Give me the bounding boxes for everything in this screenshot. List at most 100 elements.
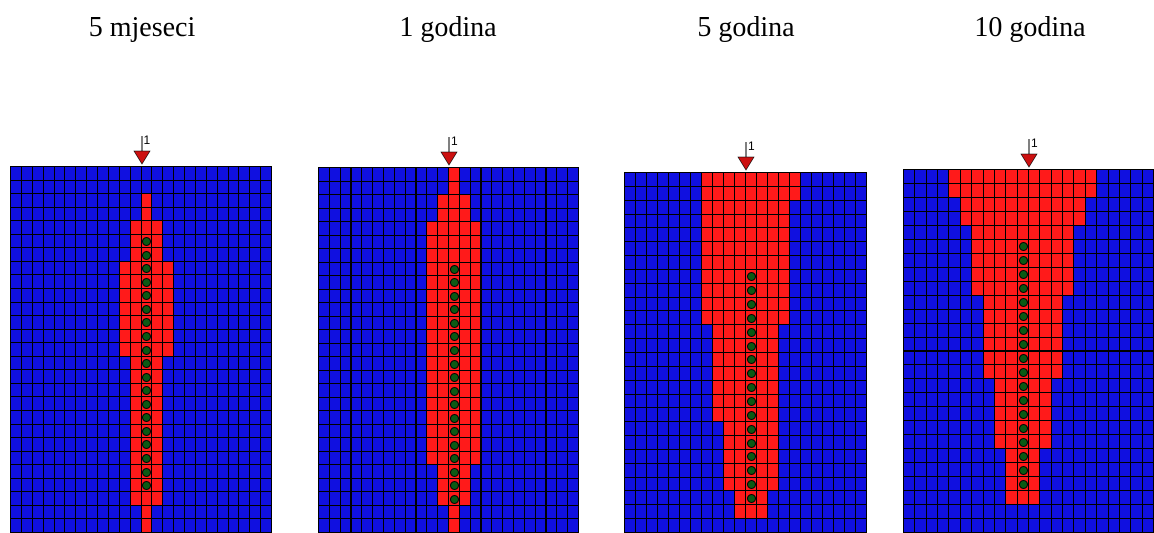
contaminated-cell [983, 337, 994, 351]
contaminated-cell [459, 235, 470, 249]
aquifer-cell [812, 519, 822, 532]
aquifer-cell [351, 424, 362, 438]
aquifer-cell [54, 248, 65, 261]
aquifer-cell [174, 478, 184, 492]
aquifer-cell [384, 519, 394, 532]
aquifer-cell [856, 477, 866, 491]
contaminated-cell [724, 186, 734, 200]
aquifer-cell [11, 275, 21, 288]
aquifer-cell [351, 168, 362, 181]
contaminated-cell [130, 261, 141, 275]
aquifer-cell [524, 370, 535, 384]
aquifer-cell [206, 248, 217, 261]
aquifer-cell [427, 168, 438, 181]
aquifer-cell [373, 262, 383, 276]
aquifer-cell [949, 281, 960, 295]
aquifer-cell [647, 297, 657, 311]
aquifer-cell [938, 253, 949, 267]
aquifer-cell [76, 329, 87, 343]
aquifer-cell [535, 195, 546, 208]
contaminated-cell [152, 289, 163, 302]
aquifer-cell [481, 330, 492, 343]
aquifer-cell [702, 477, 712, 491]
aquifer-cell [21, 248, 32, 261]
aquifer-cell [76, 370, 87, 383]
contaminated-cell [1006, 365, 1017, 379]
aquifer-cell [76, 438, 87, 451]
aquifer-cell [625, 477, 635, 491]
aquifer-cell [746, 519, 756, 532]
aquifer-cell [1119, 365, 1131, 379]
aquifer-cell [1085, 267, 1097, 281]
aquifer-cell [141, 180, 152, 194]
contaminated-cell [779, 311, 789, 325]
aquifer-cell [481, 343, 492, 357]
aquifer-cell [373, 235, 383, 249]
contaminated-cell [735, 297, 745, 311]
aquifer-cell [1131, 211, 1142, 225]
aquifer-cell [405, 316, 416, 330]
aquifer-cell [535, 289, 546, 303]
aquifer-cell [524, 208, 535, 222]
aquifer-cell [98, 302, 108, 316]
aquifer-cell [54, 505, 65, 519]
aquifer-cell [43, 275, 54, 288]
aquifer-cell [647, 339, 657, 352]
aquifer-cell [1074, 421, 1085, 435]
aquifer-cell [669, 394, 679, 408]
aquifer-cell [76, 167, 87, 180]
aquifer-cell [568, 384, 578, 397]
contaminated-cell [1029, 225, 1040, 239]
aquifer-cell [250, 167, 261, 180]
aquifer-cell [669, 436, 679, 449]
aquifer-cell [373, 397, 383, 411]
aquifer-cell [790, 505, 800, 519]
aquifer-cell [492, 289, 503, 303]
aquifer-cell [823, 394, 833, 408]
aquifer-cell [1051, 519, 1063, 532]
aquifer-cell [163, 451, 174, 465]
aquifer-cell [87, 383, 97, 397]
aquifer-cell [11, 180, 21, 194]
aquifer-cell [691, 283, 701, 297]
aquifer-cell [1108, 337, 1119, 351]
aquifer-cell [503, 235, 513, 249]
aquifer-cell [481, 465, 492, 478]
aquifer-cell [351, 262, 362, 276]
contaminated-cell [152, 248, 163, 261]
aquifer-cell [438, 519, 448, 532]
aquifer-cell [856, 380, 866, 394]
aquifer-cell [503, 424, 513, 438]
aquifer-cell [514, 370, 524, 384]
contaminated-cell [459, 195, 470, 208]
aquifer-cell [834, 242, 844, 256]
aquifer-cell [823, 186, 833, 200]
aquifer-cell [1131, 421, 1142, 435]
contaminated-cell [1040, 379, 1051, 393]
aquifer-cell [915, 491, 926, 505]
contaminated-cell [983, 253, 994, 267]
aquifer-cell [546, 438, 557, 451]
aquifer-cell [647, 491, 657, 505]
aquifer-cell [801, 422, 811, 436]
aquifer-cell [915, 477, 926, 491]
contaminated-cell [141, 519, 152, 532]
aquifer-cell [790, 242, 800, 256]
aquifer-cell [949, 337, 960, 351]
aquifer-cell [856, 311, 866, 325]
contaminated-cell [1040, 183, 1051, 197]
aquifer-cell [625, 283, 635, 297]
aquifer-cell [636, 491, 646, 505]
aquifer-cell [1085, 295, 1097, 309]
aquifer-cell [949, 435, 960, 449]
aquifer-cell [1142, 449, 1153, 463]
aquifer-cell [713, 491, 723, 505]
aquifer-cell [195, 207, 206, 221]
aquifer-cell [87, 329, 97, 343]
aquifer-cell [625, 353, 635, 366]
contaminated-cell [1040, 239, 1051, 253]
aquifer-cell [680, 311, 690, 325]
aquifer-cell [680, 380, 690, 394]
contaminated-cell [1006, 225, 1017, 239]
aquifer-cell [174, 221, 184, 234]
